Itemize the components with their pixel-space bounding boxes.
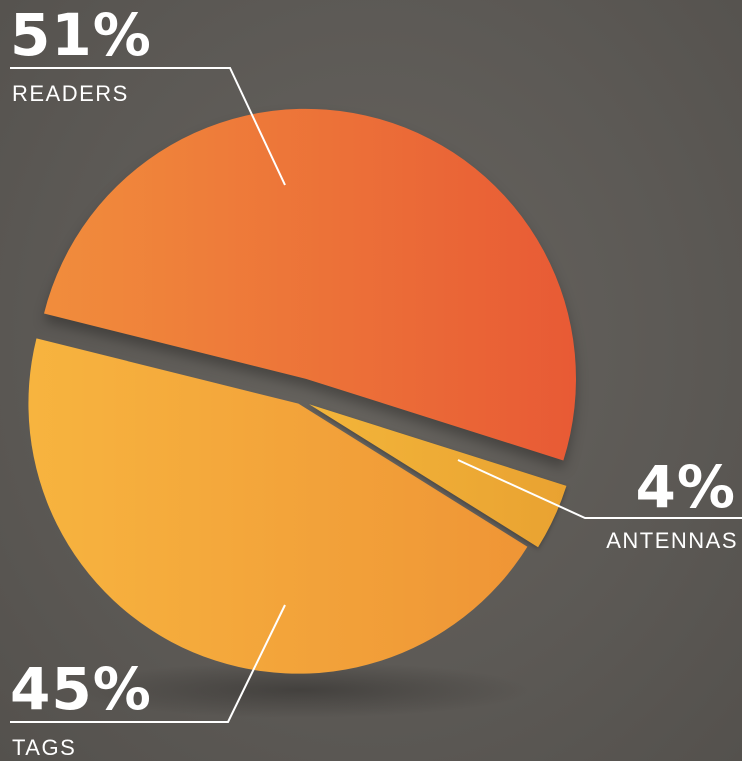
slice-tags (28, 338, 528, 674)
antennas-percent: 4% (635, 453, 736, 521)
leader-readers (10, 67, 286, 186)
tags-label: TAGS (12, 735, 77, 760)
pie-shadow (70, 662, 530, 718)
slice-readers (44, 108, 576, 461)
tags-percent: 45% (10, 655, 152, 723)
leader-tags (10, 604, 286, 723)
slice-antennas (309, 404, 567, 548)
readers-label: READERS (12, 81, 129, 106)
antennas-label: ANTENNAS (606, 528, 738, 553)
readers-percent: 51% (10, 1, 152, 69)
leader-antennas (457, 459, 742, 519)
